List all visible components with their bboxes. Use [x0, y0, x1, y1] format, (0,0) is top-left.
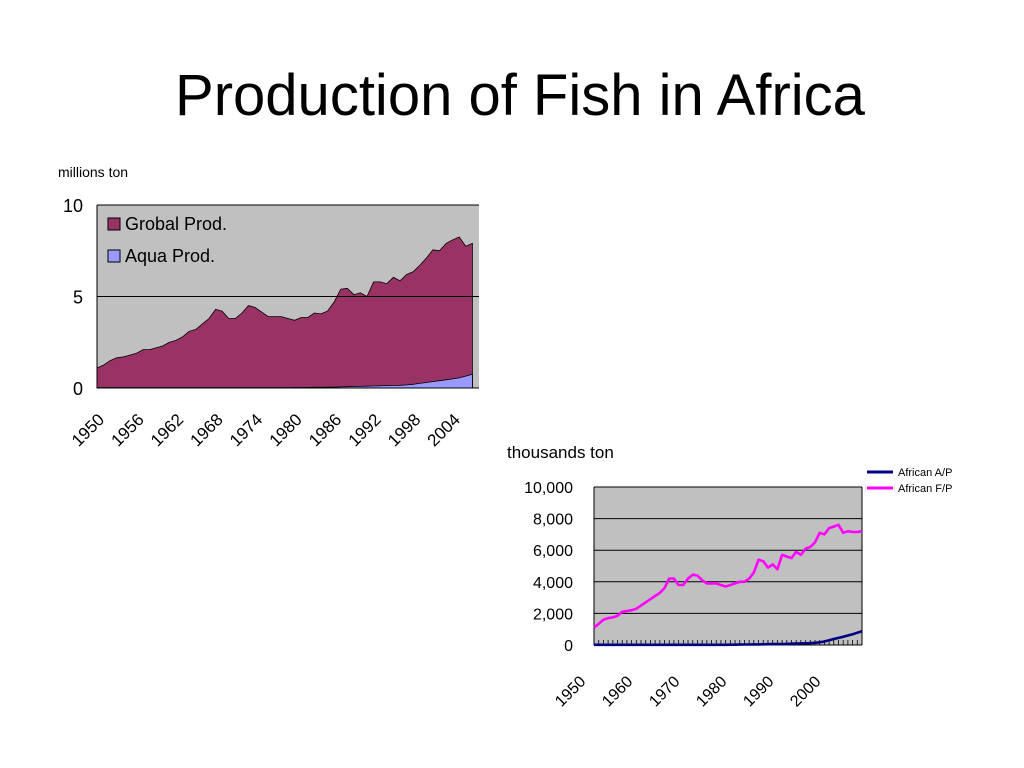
- y-axis-label: thousands ton: [507, 443, 614, 462]
- y-tick-label: 8,000: [533, 512, 573, 529]
- legend-label: Grobal Prod.: [125, 214, 227, 234]
- y-axis-label: millions ton: [58, 164, 128, 180]
- legend-swatch: [107, 217, 121, 231]
- x-tick-label: 1960: [599, 673, 636, 710]
- y-tick-label: 6,000: [533, 543, 573, 560]
- legend-label: African A/P: [898, 467, 952, 479]
- y-tick-label: 0: [73, 379, 83, 399]
- x-tick-label: 1990: [740, 673, 777, 710]
- line-series-1: [593, 523, 863, 629]
- x-tick-label: 1950: [552, 673, 589, 710]
- x-tick-label: 2000: [787, 673, 824, 710]
- x-tick-label: 1980: [693, 673, 730, 710]
- x-tick-label: 1970: [646, 673, 683, 710]
- legend-swatch: [107, 249, 121, 263]
- plot-area: [594, 487, 862, 645]
- y-tick-label: 0: [564, 638, 573, 655]
- y-tick-label: 4,000: [533, 575, 573, 592]
- y-tick-label: 10,000: [524, 480, 573, 497]
- line-series-0: [594, 630, 863, 647]
- y-tick-label: 2,000: [533, 606, 573, 623]
- legend-label: African F/P: [898, 483, 952, 495]
- slide-title: Production of Fish in Africa: [175, 63, 865, 128]
- legend-label: Aqua Prod.: [125, 246, 215, 266]
- area-series-0: [96, 236, 473, 389]
- y-tick-label: 10: [63, 196, 83, 216]
- y-tick-label: 5: [73, 288, 83, 308]
